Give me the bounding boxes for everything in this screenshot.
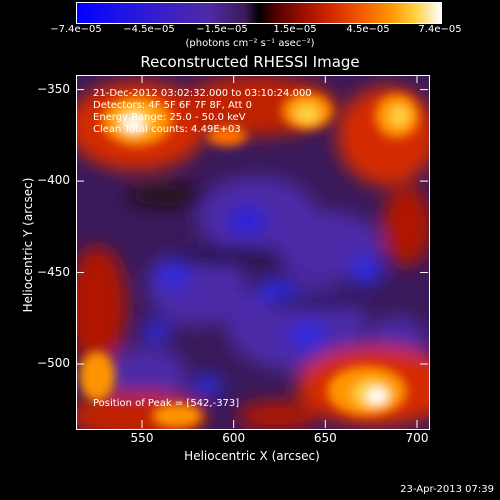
colorbar-tick: 1.5e−05 (273, 24, 317, 35)
y-tick-label: −400 (37, 173, 70, 188)
colorbar-tick: −7.4e−05 (50, 24, 102, 35)
colorbar-tick: −1.5e−05 (196, 24, 248, 35)
colorbar-ticks: −7.4e−05 −4.5e−05 −1.5e−05 1.5e−05 4.5e−… (0, 0, 500, 40)
colorbar-tick: 4.5e−05 (346, 24, 390, 35)
total-counts-text: Clean Total counts: 4.49E+03 (93, 124, 241, 135)
rhessi-image-canvas (77, 76, 429, 429)
colorbar-units-label: (photons cm⁻² s⁻¹ asec⁻²) (185, 38, 315, 49)
x-tick-label: 700 (405, 431, 429, 445)
peak-position-text: Position of Peak = [542,-373] (93, 398, 240, 409)
y-tick-label: −450 (37, 264, 70, 279)
colorbar-tick: −4.5e−05 (123, 24, 175, 35)
y-tick-label: −350 (37, 81, 70, 96)
x-axis-title: Heliocentric X (arcsec) (184, 449, 320, 463)
y-tick-label: −500 (37, 355, 70, 370)
time-range-text: 21-Dec-2012 03:02:32.000 to 03:10:24.000 (93, 88, 312, 99)
timestamp-footer: 23-Apr-2013 07:39 (400, 484, 494, 495)
detectors-text: Detectors: 4F 5F 6F 7F 8F, Att 0 (93, 100, 253, 111)
energy-range-text: Energy Range: 25.0 - 50.0 keV (93, 112, 246, 123)
x-tick-label: 650 (313, 431, 337, 445)
colorbar (76, 2, 442, 24)
x-tick-label: 600 (222, 431, 246, 445)
rhessi-image: 21-Dec-2012 03:02:32.000 to 03:10:24.000… (76, 75, 430, 430)
plot-frame (76, 75, 428, 428)
y-axis-title: Heliocentric Y (arcsec) (21, 177, 35, 313)
x-tick-label: 550 (130, 431, 154, 445)
colorbar-tick: 7.4e−05 (418, 24, 462, 35)
plot-title: Reconstructed RHESSI Image (140, 53, 360, 71)
